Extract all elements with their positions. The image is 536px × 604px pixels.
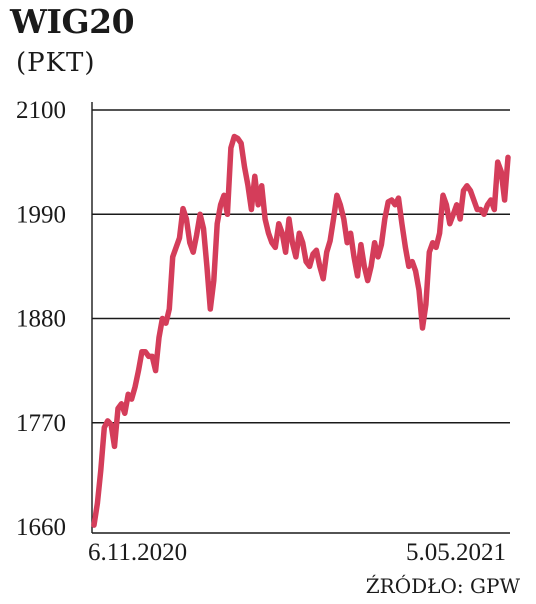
grid-lines bbox=[92, 109, 510, 424]
y-tick-label-1990: 1990 bbox=[16, 201, 66, 228]
y-tick-label-1660: 1660 bbox=[16, 514, 66, 541]
chart-unit-label: (PKT) bbox=[16, 48, 96, 78]
chart-title: WIG20 bbox=[10, 2, 135, 41]
y-tick-labels: 1660 1770 1880 1990 2100 bbox=[16, 97, 66, 541]
source-note: ŹRÓDŁO: GPW bbox=[365, 574, 520, 598]
y-tick-label-2100: 2100 bbox=[16, 97, 66, 124]
y-tick-label-1880: 1880 bbox=[16, 306, 66, 333]
x-label-end-date: 5.05.2021 bbox=[406, 539, 506, 566]
axes bbox=[91, 102, 510, 534]
x-label-start-date: 6.11.2020 bbox=[88, 539, 187, 566]
series-line-wig20 bbox=[91, 133, 511, 528]
x-date-labels: 6.11.2020 5.05.2021 bbox=[88, 539, 506, 566]
series-layer bbox=[91, 133, 511, 528]
y-tick-label-1770: 1770 bbox=[16, 410, 66, 437]
